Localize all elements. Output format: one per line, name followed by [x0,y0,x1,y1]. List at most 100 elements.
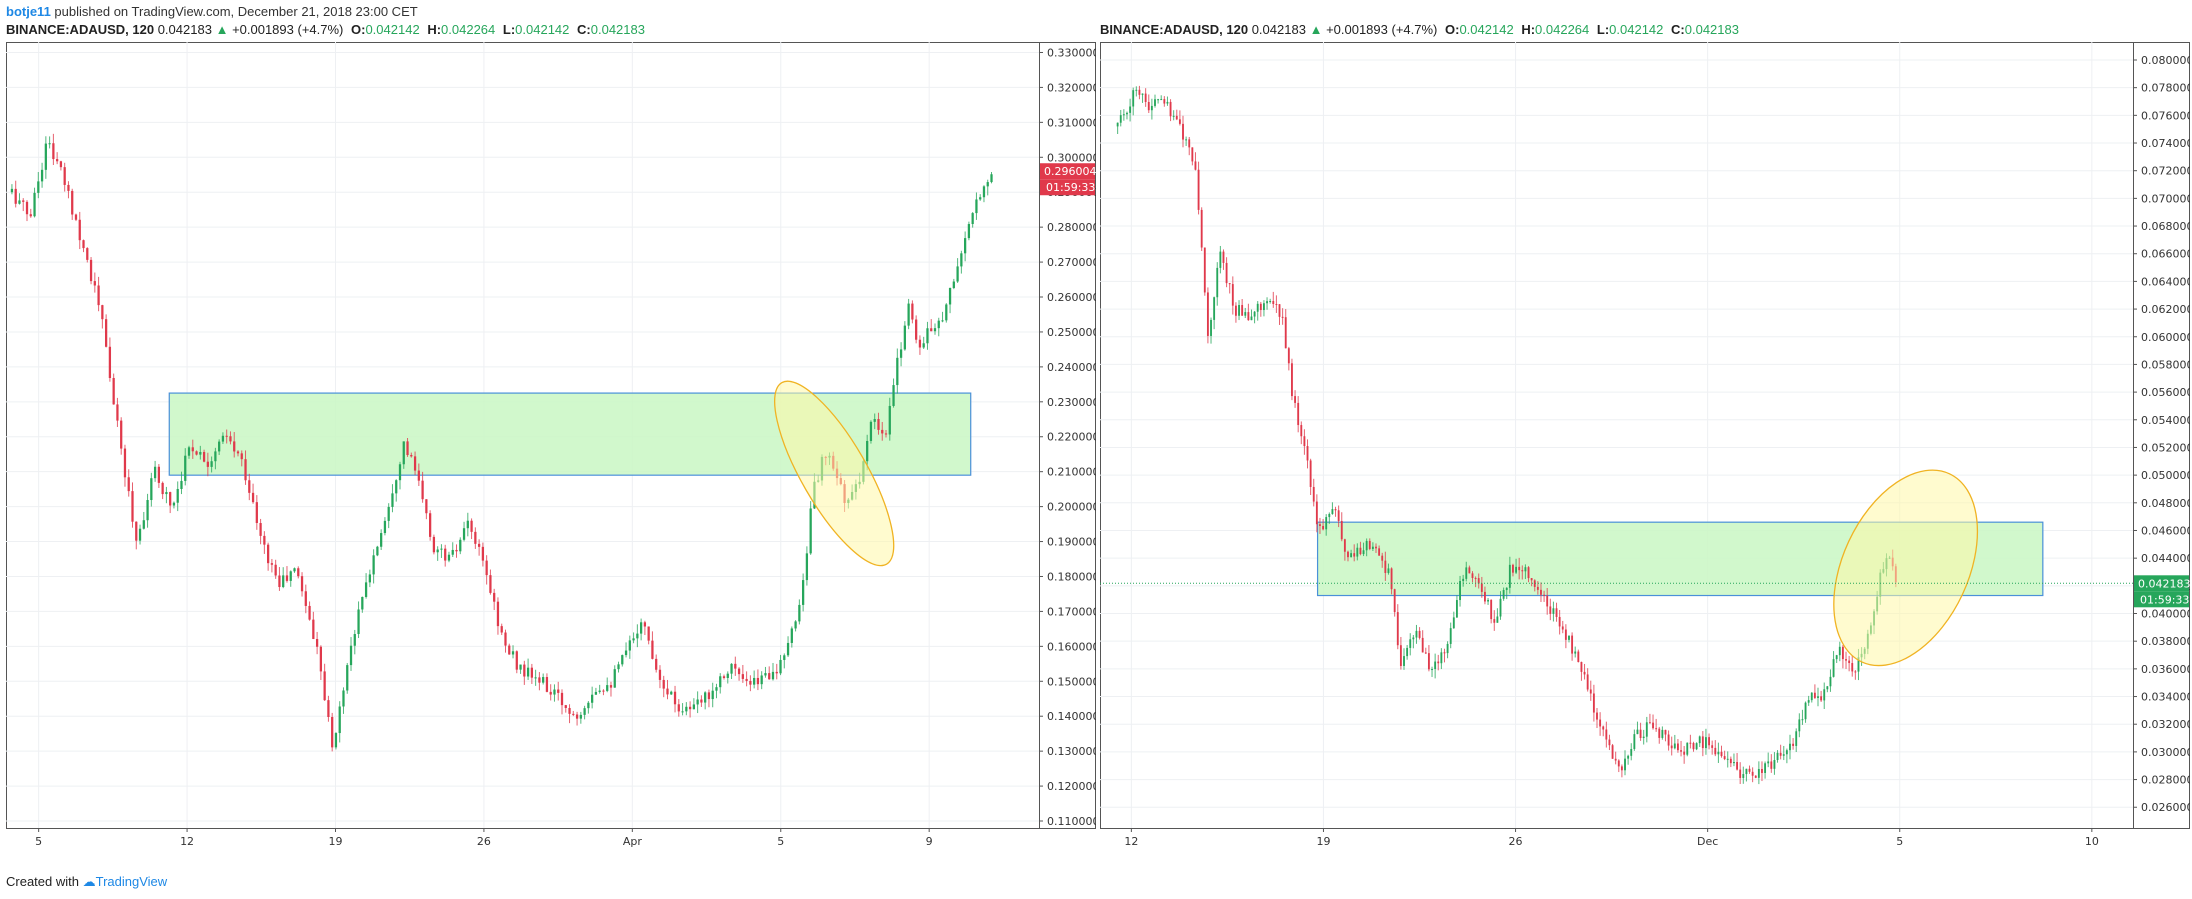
candle-body [1561,626,1564,630]
created-with-text: Created with [6,874,79,889]
candle-body [1527,567,1530,579]
tradingview-logo-icon[interactable]: ☁ [82,874,96,889]
y-tick-label: 0.052000 [2141,441,2190,454]
candle-body [300,576,304,592]
candle-body [1409,639,1412,648]
candle-body [1309,460,1312,487]
candle-body [1169,101,1172,117]
candle-body [530,667,533,678]
candlestick-chart-right[interactable]: 0.080000 0.078000 0.076000 0.074000 0.072000… [1100,42,2190,864]
candle-body [1745,768,1748,775]
candle-body [236,451,240,454]
candle-body [338,706,341,734]
candle-body [1368,540,1371,549]
x-tick-label: 12 [1124,835,1138,848]
candle-body [1505,587,1508,591]
candle-body [1605,729,1608,740]
candle-body [681,711,684,713]
y-tick-label: 0.056000 [2141,386,2190,399]
candle-body [1138,89,1141,95]
candle-body [1714,747,1717,755]
legend-right: BINANCE:ADAUSD, 120 0.042183 ▲ +0.001893… [1100,22,1739,37]
publish-text: published on TradingView.com, December 2… [54,4,418,19]
candle-body [575,714,579,719]
y-tick-label: 0.140000 [1047,710,1096,723]
y-tick-label: 0.026000 [2141,801,2190,814]
candlestick-chart-left[interactable]: 0.3300000.3200000.3100000.3000000.290000… [6,42,1096,864]
candle-body [658,669,662,680]
tradingview-brand[interactable]: TradingView [95,874,168,889]
candle-body [1287,348,1290,364]
candle-body [1807,700,1810,703]
chart-panel-left[interactable]: 0.3300000.3200000.3100000.3000000.290000… [6,42,1096,864]
candle-body [410,455,413,457]
candle-body [1384,560,1387,573]
candle-body [1424,652,1427,654]
candle-body [647,626,650,641]
candle-body [1496,616,1499,623]
candle-body [764,673,767,676]
candle-body [884,433,888,435]
x-tick-label: 26 [1509,835,1523,848]
candle-body [1658,728,1661,738]
candle-body [1490,599,1493,620]
candle-body [221,435,225,442]
candle-body [1381,555,1384,561]
candle-body [1440,652,1443,664]
candle-body [651,640,654,659]
candle-body [553,689,556,695]
candle-body [1533,580,1536,587]
candle-body [1343,539,1346,552]
candle-body [1484,591,1486,602]
x-tick-label: 5 [35,835,42,848]
candle-body [1521,570,1524,572]
candle-body [1418,630,1421,638]
last-price-label: 0.296004 [1044,165,1096,178]
y-tick-label: 0.120000 [1047,780,1096,793]
candle-body [1281,316,1284,318]
candle-body [1705,737,1707,749]
candle-body [1378,548,1381,556]
candle-body [1315,501,1318,525]
candle-body [357,609,360,635]
candle-body [1297,402,1300,426]
candle-body [1620,766,1623,771]
candle-body [1817,696,1819,698]
candle-body [805,553,809,581]
legend-l-key: L: [1596,22,1610,37]
y-tick-label: 0.076000 [2141,109,2190,122]
candle-body [191,447,194,452]
candle-body [349,645,353,666]
y-tick-label: 0.060000 [2141,331,2190,344]
candle-body [1266,301,1268,304]
candle-body [364,582,368,597]
candle-body [353,634,356,646]
candle-body [1269,301,1272,303]
candle-body [346,665,349,691]
author-name[interactable]: botje11 [6,4,51,19]
candle-body [372,555,375,575]
candle-body [636,633,639,639]
candle-body [722,676,726,679]
candle-body [1278,304,1281,317]
candle-body [1518,566,1521,571]
candle-body [165,492,168,495]
candle-body [1322,525,1325,530]
candle-body [1841,646,1844,660]
candle-body [1284,317,1287,349]
candle-body [89,259,93,282]
candle-body [1228,283,1231,285]
y-tick-label: 0.210000 [1047,466,1096,479]
candle-body [809,508,812,554]
candle-body [1434,661,1437,670]
candle-body [696,699,699,705]
chart-panel-right[interactable]: 0.080000 0.078000 0.076000 0.074000 0.072000… [1100,42,2190,864]
candle-body [719,676,722,688]
candle-body [911,303,914,320]
candle-body [1851,663,1854,672]
chart-frame [1100,42,2190,829]
candle-body [749,680,752,685]
candle-body [1776,752,1779,761]
candle-body [1754,775,1757,778]
candle-body [52,143,55,160]
